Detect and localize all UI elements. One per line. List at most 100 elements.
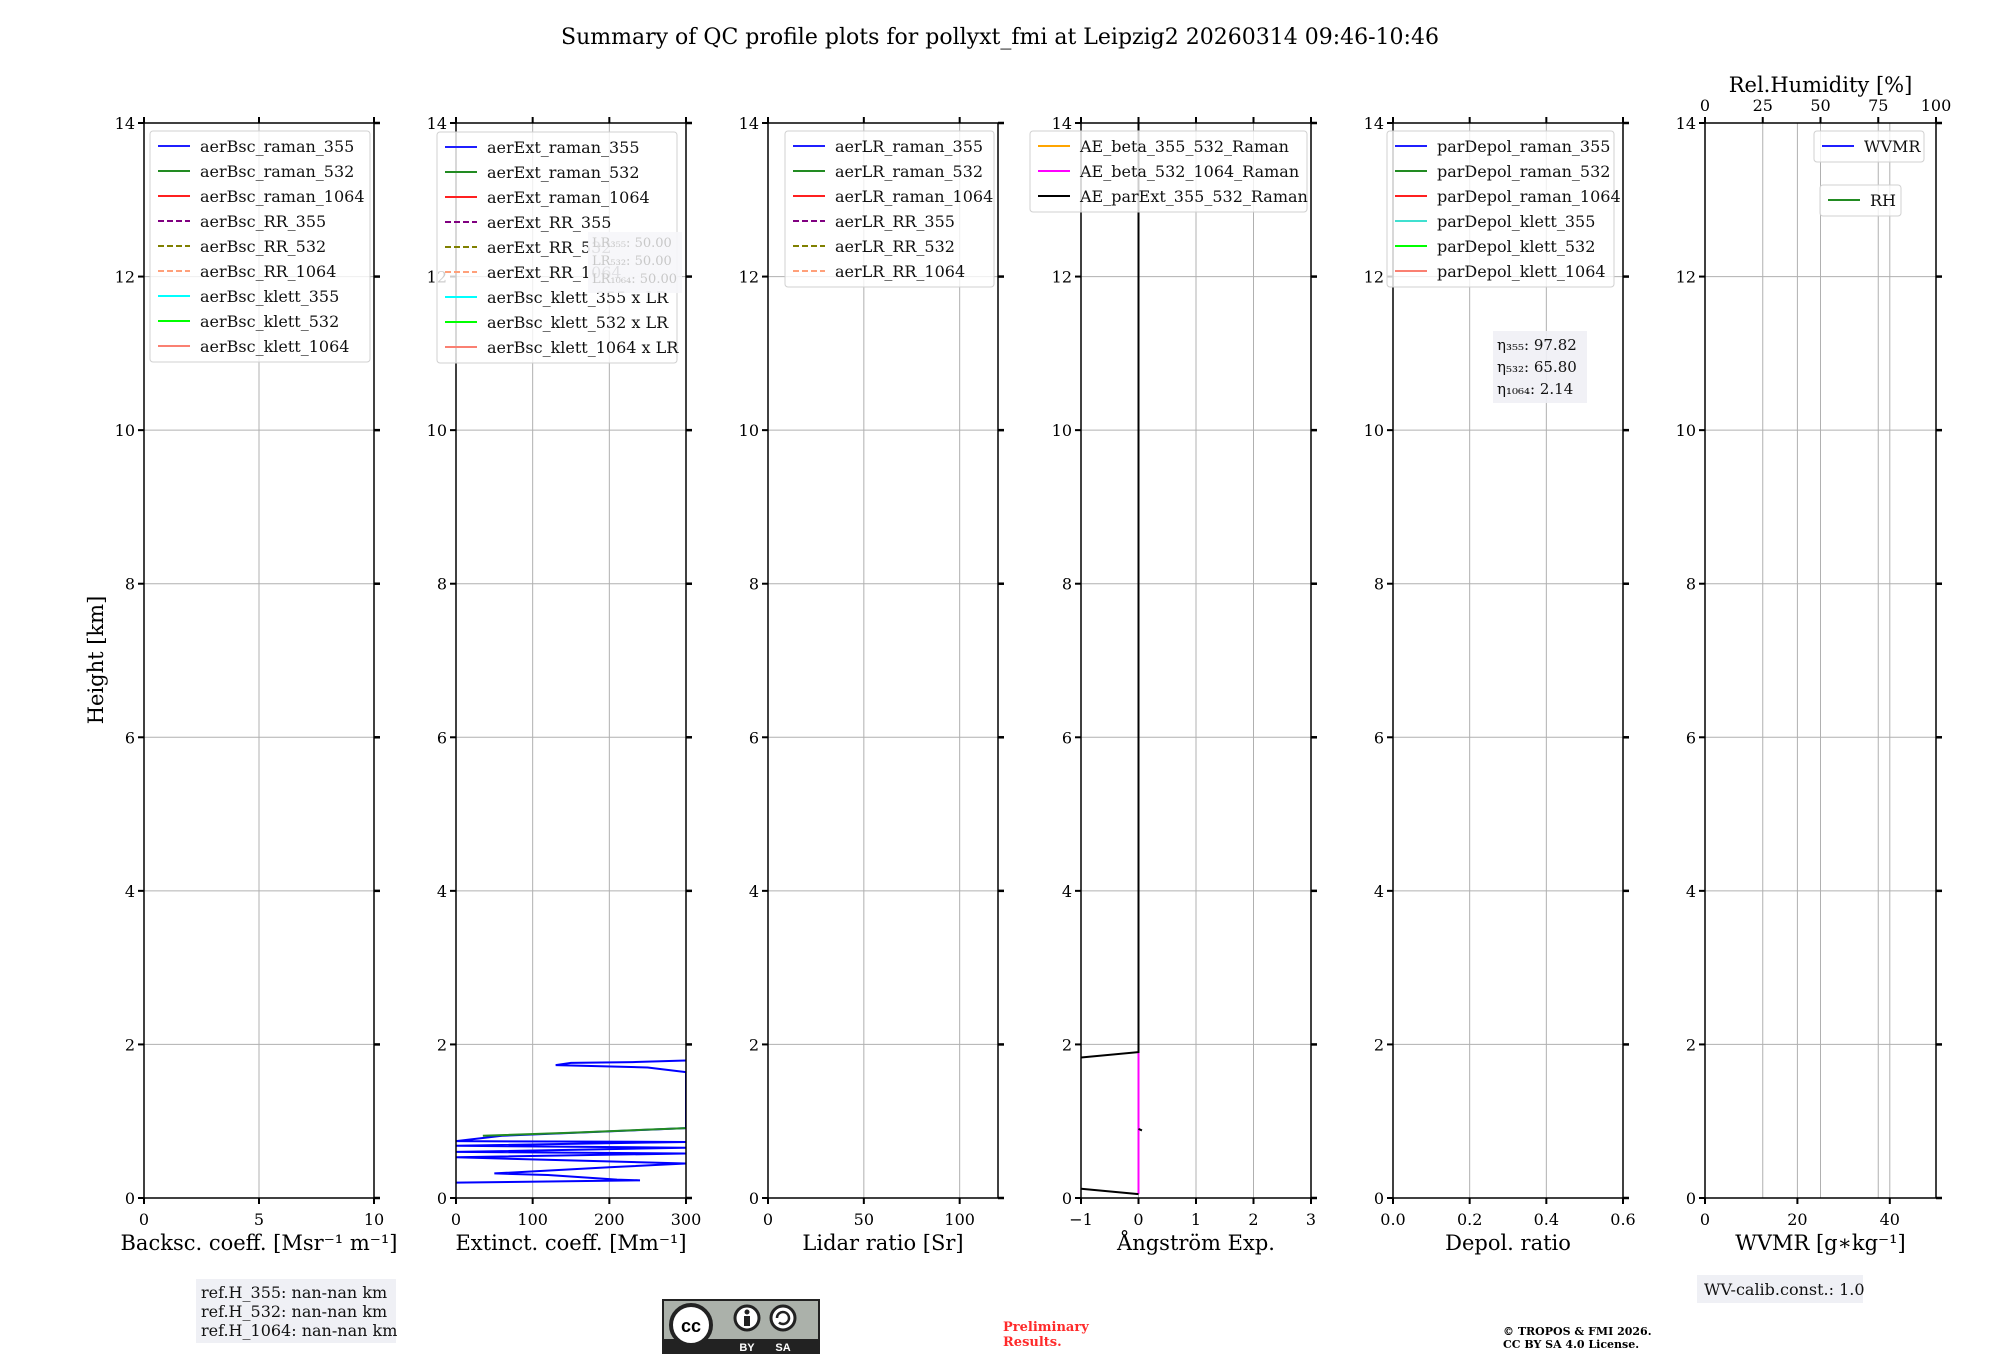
y-tick-label: 0	[437, 1189, 447, 1208]
x-tick-label: −1	[1069, 1210, 1093, 1229]
legend: RH	[1819, 184, 1902, 217]
panel-2: 024681012140100200300Extinct. coeff. [Mm…	[427, 114, 702, 1255]
reference-height-box: ref.H_355: nan-nan km ref.H_532: nan-nan…	[196, 1279, 397, 1343]
y-tick-label: 10	[1676, 421, 1696, 440]
y-tick-label: 4	[1686, 882, 1696, 901]
y-tick-label: 8	[1062, 575, 1072, 594]
y-tick-label: 4	[125, 882, 135, 901]
x-tick-label: 0	[763, 1210, 773, 1229]
by-label: BY	[739, 1342, 755, 1354]
panel-1: 0 2 4 6 8 10 12 14 0 5 10 Backsc. coeff. [Msr⁻¹ m⁻¹…	[115, 114, 398, 1255]
legend-label: aerBsc_raman_532	[200, 162, 354, 181]
rh-axis-label: Rel.Humidity [%]	[1729, 73, 1913, 97]
y-tick-label: 4	[1374, 882, 1384, 901]
copyright-line2: CC BY SA 4.0 License.	[1503, 1338, 1639, 1351]
y-tick-label: 2	[1686, 1035, 1696, 1054]
y-tick-label: 0	[1686, 1189, 1696, 1208]
y-tick-label: 0	[749, 1189, 759, 1208]
figure-title: Summary of QC profile plots for pollyxt_…	[561, 25, 1439, 50]
legend-label: aerExt_RR_1064	[487, 263, 622, 282]
x-tick-label: 0	[1133, 1210, 1143, 1229]
legend-label: aerExt_RR_532	[487, 238, 611, 257]
legend-label: aerExt_raman_1064	[487, 188, 650, 207]
info-textbox: LR₃₅₅: 50.00 LR₅₃₂: 50.00 LR₁₀₆₄: 50.00	[588, 232, 682, 293]
x-tick-label: 0.0	[1380, 1210, 1405, 1229]
sa-label: SA	[775, 1342, 790, 1354]
x-tick-label: 1	[1191, 1210, 1201, 1229]
y-tick-label: 0	[125, 1189, 135, 1208]
rh-tick-label: 100	[1921, 96, 1952, 115]
legend-label: WVMR	[1864, 137, 1921, 156]
textbox-bg	[1493, 331, 1587, 403]
by-person-head	[744, 1309, 750, 1315]
axes-frame	[767, 122, 999, 1199]
y-tick-label: 6	[125, 728, 135, 747]
y-tick-label: 6	[1062, 728, 1072, 747]
y-tick-label: 14	[739, 114, 759, 133]
x-tick-label: 100	[517, 1210, 548, 1229]
wv-calibration-box: WV-calib.const.: 1.0	[1697, 1275, 1865, 1303]
legend-box	[1029, 130, 1308, 213]
legend: parDepol_raman_355 parDepol_raman_532 parD…	[1386, 130, 1621, 288]
x-tick-label: 20	[1787, 1210, 1807, 1229]
y-tick-label: 2	[1374, 1035, 1384, 1054]
y-tick-label: 14	[1676, 114, 1696, 133]
legend-label: parDepol_klett_1064	[1437, 262, 1606, 281]
y-tick-label: 14	[1364, 114, 1384, 133]
rh-tick-label: 75	[1868, 96, 1888, 115]
x-tick-label: 40	[1880, 1210, 1900, 1229]
textbox-line: η₁₀₆₄: 2.14	[1497, 380, 1573, 398]
legend-label: AE_parExt_355_532_Raman	[1079, 187, 1308, 206]
rh-tick-label: 50	[1810, 96, 1830, 115]
y-tick-label: 12	[1364, 268, 1384, 287]
cc-icon	[669, 1303, 713, 1347]
legend-box	[1813, 130, 1925, 163]
y-tick-label: 2	[125, 1035, 135, 1054]
y-tick-label: 8	[437, 575, 447, 594]
legend-label: parDepol_klett_355	[1437, 212, 1595, 231]
y-tick-label: 12	[115, 268, 135, 287]
cc-by-sa-badge: cc BY SA	[662, 1299, 820, 1354]
wv-calibration-constant: WV-calib.const.: 1.0	[1704, 1280, 1865, 1299]
legend-label: aerBsc_klett_532	[200, 312, 339, 331]
cc-icon-text: cc	[681, 1316, 701, 1336]
x-axis-label: Backsc. coeff. [Msr⁻¹ m⁻¹]	[121, 1231, 398, 1255]
legend-label: aerBsc_RR_355	[200, 212, 326, 231]
y-tick-label: 6	[1686, 728, 1696, 747]
legend-label: aerLR_raman_355	[835, 137, 983, 156]
y-tick-label: 10	[739, 421, 759, 440]
y-tick-label: 4	[1062, 882, 1072, 901]
textbox-line: η₅₃₂: 65.80	[1497, 358, 1577, 376]
legend-label: RH	[1870, 191, 1896, 210]
legend-label: aerExt_RR_355	[487, 213, 611, 232]
legend: aerExt_raman_355 aerExt_raman_532 aerExt_r…	[436, 131, 679, 364]
axes-frame	[1392, 122, 1624, 1199]
legend-box	[1819, 184, 1902, 217]
y-tick-label: 10	[115, 421, 135, 440]
x-tick-label: 100	[944, 1210, 975, 1229]
y-tick-label: 4	[749, 882, 759, 901]
legend-label: parDepol_raman_355	[1437, 137, 1610, 156]
x-tick-label: 2	[1248, 1210, 1258, 1229]
legend: aerBsc_raman_355 aerBsc_raman_532 aerBsc_r…	[149, 130, 371, 363]
legend-label: aerBsc_RR_532	[200, 237, 326, 256]
x-tick-label: 0	[139, 1210, 149, 1229]
y-tick-label: 10	[1364, 421, 1384, 440]
legend-box	[1386, 130, 1615, 288]
x-tick-label: 0.6	[1610, 1210, 1635, 1229]
legend-label: AE_beta_532_1064_Raman	[1079, 162, 1299, 181]
ref-height-1064: ref.H_1064: nan-nan km	[201, 1321, 397, 1340]
legend-box	[149, 130, 371, 363]
legend-label: aerLR_RR_355	[835, 212, 955, 231]
textbox-line: LR₅₃₂: 50.00	[592, 254, 672, 269]
y-tick-label: 14	[1052, 114, 1072, 133]
y-tick-label: 10	[1052, 421, 1072, 440]
x-tick-label: 50	[854, 1210, 874, 1229]
legend-label: aerExt_raman_355	[487, 138, 640, 157]
x-axis-label: Lidar ratio [Sr]	[802, 1231, 963, 1255]
legend-label: aerBsc_raman_355	[200, 137, 354, 156]
preliminary-note-line2: Results.	[1003, 1335, 1062, 1350]
x-axis-label: Depol. ratio	[1445, 1231, 1571, 1255]
